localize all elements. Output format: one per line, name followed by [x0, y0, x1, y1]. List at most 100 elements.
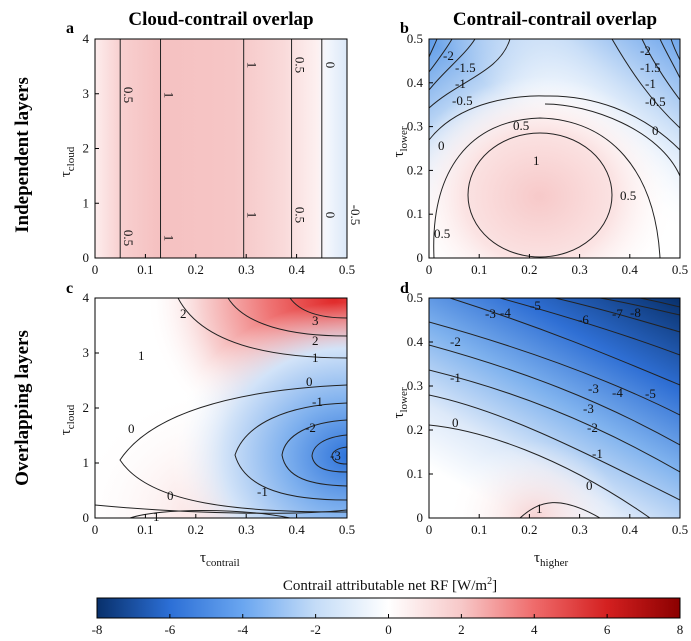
- contour-label: -2: [640, 43, 651, 58]
- panel-d-contours: [429, 298, 680, 518]
- panel-c-letter: c: [66, 280, 73, 297]
- contour-label: 1: [536, 501, 543, 516]
- x-tick-label: 0.4: [622, 262, 639, 277]
- contour-label: -1: [312, 394, 323, 409]
- x-tick-label: 0.1: [471, 262, 487, 277]
- contour-label: 1: [138, 348, 145, 363]
- column-title-right: Contrail-contrail overlap: [453, 9, 657, 30]
- y-axis-label-c: τcloud: [58, 404, 77, 435]
- contour-label: -2: [587, 420, 598, 435]
- x-tick-label: 0.3: [571, 262, 587, 277]
- x-tick-label: 0: [426, 522, 433, 537]
- contour-label: 0.5: [434, 226, 450, 241]
- contour-label: 1: [162, 92, 177, 99]
- y-axis-label-a: τcloud: [58, 146, 77, 177]
- x-tick-label: 0.1: [137, 522, 153, 537]
- x-tick-label: 0.2: [188, 262, 204, 277]
- contour-label: 2: [312, 333, 319, 348]
- y-tick-label: 4: [83, 290, 90, 305]
- contour-label: -1.5: [455, 60, 476, 75]
- row-title-top: Independent layers: [12, 77, 33, 233]
- x-tick-label: 0.2: [521, 522, 537, 537]
- contour-label: 0: [167, 488, 174, 503]
- colorbar-ticks: -8 -6 -4 -2 0 2 4 6 8: [92, 614, 684, 637]
- contour-label: 0.5: [121, 230, 136, 246]
- contour-label: -5: [645, 386, 656, 401]
- panel-d-letter: d: [400, 280, 409, 297]
- contour-label: -2: [450, 334, 461, 349]
- panel-b-frame: [428, 38, 681, 259]
- contour-label: -3: [588, 381, 599, 396]
- panel-a-letter: a: [66, 20, 74, 37]
- x-tick-label: 0.2: [521, 262, 537, 277]
- colorbar-tick-label: -4: [237, 622, 248, 637]
- panel-b: -2 -1.5 -1 -0.5 0 0.5 1 -2 -1.5 -1 -0.5 …: [400, 20, 681, 259]
- x-tick-label: 0.1: [471, 522, 487, 537]
- panel-b-contour-labels: -2 -1.5 -1 -0.5 0 0.5 1 -2 -1.5 -1 -0.5 …: [434, 43, 666, 241]
- contour-label: 0: [452, 415, 459, 430]
- y-tick-label: 0.2: [407, 422, 423, 437]
- panel-c-contour-labels: 2 3 2 1 1 0 -1 -2 -3 0 0 -1 1: [128, 306, 341, 524]
- panel-d-frame: [428, 297, 681, 519]
- panel-a: 0.5 0.5 1 1 1 1 0.5 0.5 0 0 -0.5 a: [66, 20, 363, 259]
- colorbar-tick-label: 8: [677, 622, 684, 637]
- x-tick-label: 0.4: [622, 522, 639, 537]
- x-tick-label: 0.5: [339, 522, 355, 537]
- x-tick-label: 0.4: [288, 522, 305, 537]
- contour-label: -4: [500, 305, 511, 320]
- contour-label: 1: [245, 62, 260, 69]
- x-tick-label: 0: [92, 262, 99, 277]
- y-tick-label: 0.1: [407, 206, 423, 221]
- y-tick-label: 1: [83, 455, 90, 470]
- panel-c-contours: [95, 298, 347, 518]
- contour-label: 0.5: [293, 57, 308, 73]
- column-title-left: Cloud-contrail overlap: [128, 9, 313, 30]
- contour-label: 0.5: [620, 188, 636, 203]
- y-tick-label: 3: [83, 86, 90, 101]
- y-tick-label: 0.5: [407, 290, 423, 305]
- x-tick-label: 0.2: [188, 522, 204, 537]
- y-tick-label: 0.4: [407, 334, 424, 349]
- contour-label: 1: [312, 350, 319, 365]
- y-tick-label: 1: [83, 195, 90, 210]
- contour-label: 0.5: [513, 118, 529, 133]
- contour-label: -8: [630, 305, 641, 320]
- colorbar-tick-label: -8: [92, 622, 103, 637]
- contour-label: -1: [592, 446, 603, 461]
- contour-label: 0: [128, 421, 135, 436]
- contour-label: 3: [312, 313, 319, 328]
- colorbar-tick-label: 0: [385, 622, 392, 637]
- x-tick-label: 0.3: [238, 522, 254, 537]
- contour-label: -1: [257, 484, 268, 499]
- contour-label: -2: [443, 48, 454, 63]
- contour-label: -6: [578, 312, 589, 327]
- panel-a-field: [95, 39, 347, 258]
- contour-label: 0: [306, 374, 313, 389]
- x-tick-label: 0.1: [137, 262, 153, 277]
- y-tick-label: 0.3: [407, 378, 423, 393]
- colorbar-label: Contrail attributable net RF [W/m2]: [283, 576, 497, 594]
- contour-label: 0.5: [121, 87, 136, 103]
- y-tick-label: 4: [83, 31, 90, 46]
- contour-label: 0: [323, 62, 338, 69]
- y-tick-label: 2: [83, 141, 90, 156]
- y-tick-label: 0.5: [407, 31, 423, 46]
- x-axis-label-d: τhigher: [534, 550, 568, 569]
- x-axis-label-c: τcontrail: [200, 550, 240, 569]
- axis-titles: τcloud τlower τcloud τlower τcontrail τh…: [58, 126, 568, 569]
- colorbar-tick-label: 6: [604, 622, 611, 637]
- contour-label: 1: [162, 235, 177, 242]
- x-tick-label: 0.4: [288, 262, 305, 277]
- contour-label: -1.5: [640, 60, 661, 75]
- contour-label: -1: [455, 76, 466, 91]
- y-tick-label: 0.1: [407, 466, 423, 481]
- x-tick-label: 0: [426, 262, 433, 277]
- contour-label: 0: [652, 123, 659, 138]
- y-tick-label: 2: [83, 400, 90, 415]
- x-tick-label: 0: [92, 522, 99, 537]
- contour-label: -3: [330, 448, 341, 463]
- contour-label: 0: [586, 478, 593, 493]
- y-tick-label: 0: [83, 510, 90, 525]
